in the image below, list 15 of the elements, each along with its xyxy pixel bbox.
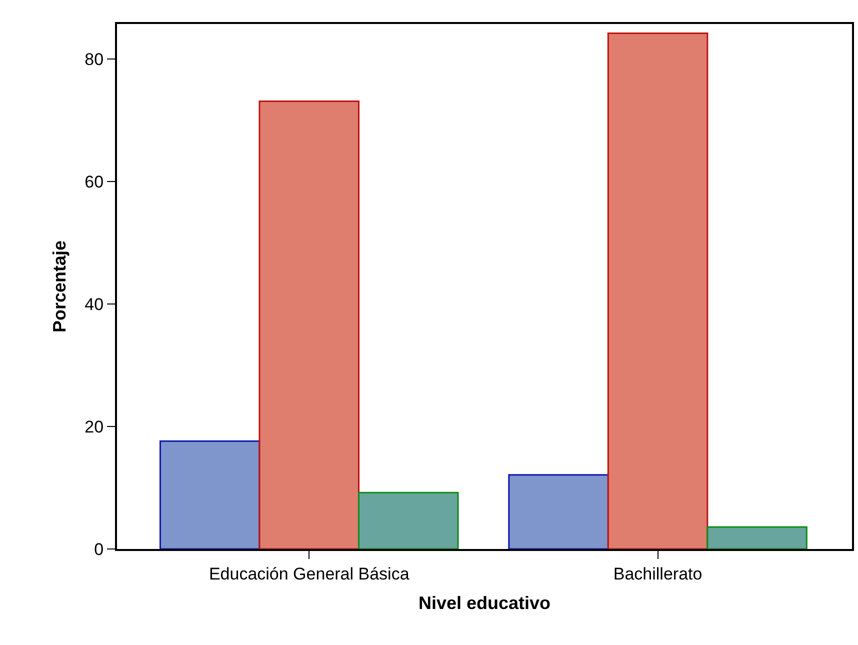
bar (159, 440, 260, 549)
bar (508, 474, 609, 549)
bar (706, 526, 808, 549)
y-tick-label: 40 (84, 294, 104, 314)
y-tick-label: 80 (84, 50, 104, 69)
y-tick-label: 60 (84, 172, 104, 192)
y-axis-title: Porcentaje (49, 240, 70, 333)
y-tick-label: 0 (94, 540, 104, 559)
x-tick-label: Educación General Básica (208, 564, 410, 584)
y-tick-label: 20 (84, 417, 104, 436)
bar (607, 32, 708, 549)
bar (258, 100, 360, 549)
bar (358, 492, 459, 549)
x-axis-title: Nivel educativo (418, 593, 551, 613)
x-tick-label: Bachillerato (613, 564, 702, 584)
